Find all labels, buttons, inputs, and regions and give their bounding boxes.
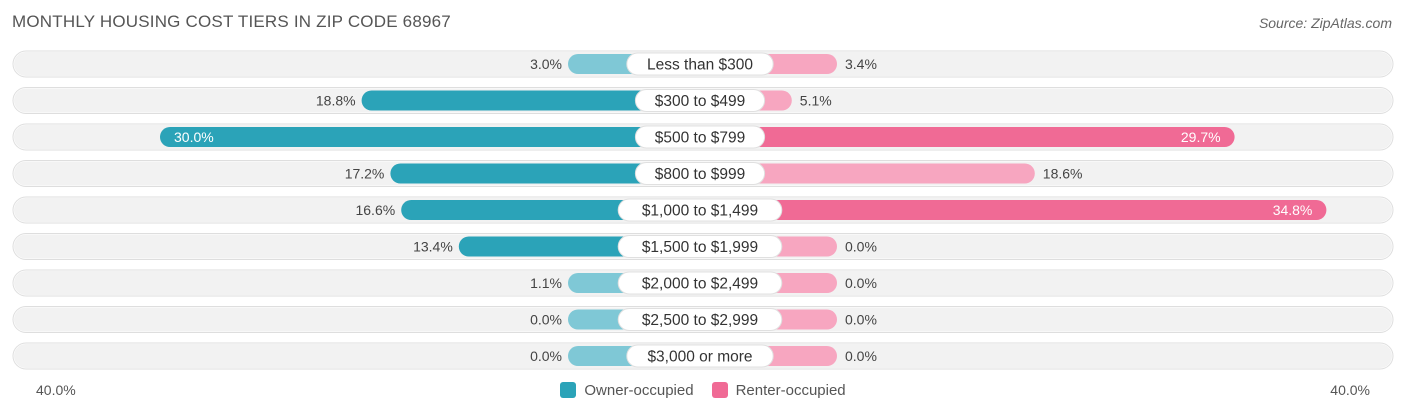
chart-title: MONTHLY HOUSING COST TIERS IN ZIP CODE 6… — [12, 12, 451, 31]
renter-value-label: 0.0% — [845, 312, 877, 328]
category-pill — [634, 89, 766, 112]
owner-value-label: 18.8% — [316, 93, 356, 109]
owner-value-label: 16.6% — [355, 202, 395, 218]
category-pill — [617, 198, 783, 222]
category-label: $3,000 or more — [647, 349, 752, 366]
source-note: Source: ZipAtlas.com — [1258, 15, 1392, 31]
legend-owner: Owner-occupied — [560, 381, 694, 399]
renter-value-label: 34.8% — [1273, 202, 1313, 218]
legend-owner-swatch — [560, 382, 577, 398]
category-pill — [626, 52, 774, 76]
chart-canvas: 3.0% 3.4% Less than $300 18.8% 5.1% $300 to $… — [12, 50, 1394, 370]
category-pill — [617, 271, 783, 295]
owner-value-label: 17.2% — [345, 166, 385, 182]
owner-value-label: 30.0% — [174, 129, 214, 145]
renter-value-label: 5.1% — [800, 93, 832, 109]
category-label: $500 to $799 — [655, 130, 746, 147]
owner-value-label: 0.0% — [530, 312, 562, 328]
renter-bar — [700, 200, 1327, 220]
category-label: $1,000 to $1,499 — [642, 203, 758, 220]
category-pill — [626, 344, 774, 368]
category-label: $2,500 to $2,999 — [642, 312, 758, 329]
legend-renter: Renter-occupied — [711, 381, 846, 399]
owner-value-label: 13.4% — [413, 239, 453, 255]
renter-bar — [700, 163, 1035, 184]
renter-value-label: 3.4% — [845, 56, 877, 72]
legend-renter-swatch — [711, 382, 728, 398]
legend: Owner-occupied Renter-occupied — [0, 380, 1406, 400]
category-label: $2,000 to $2,499 — [642, 276, 758, 293]
legend-owner-label: Owner-occupied — [584, 381, 694, 399]
category-label: $300 to $499 — [655, 93, 746, 110]
category-pill — [617, 308, 783, 331]
owner-bar — [361, 90, 700, 111]
renter-value-label: 0.0% — [845, 239, 877, 255]
owner-value-label: 3.0% — [530, 56, 562, 72]
category-label: $1,500 to $1,999 — [642, 239, 758, 256]
renter-value-label: 29.7% — [1181, 129, 1221, 145]
owner-bar — [160, 127, 700, 147]
category-label: $800 to $999 — [655, 166, 746, 183]
category-pill — [634, 125, 766, 149]
axis-right-label: 40.0% — [1330, 382, 1370, 398]
renter-bar — [700, 127, 1235, 147]
renter-value-label: 0.0% — [845, 275, 877, 291]
owner-bar — [390, 163, 700, 184]
category-label: Less than $300 — [647, 57, 753, 74]
category-pill — [617, 235, 783, 258]
renter-value-label: 18.6% — [1043, 166, 1083, 182]
owner-value-label: 1.1% — [530, 275, 562, 291]
category-pill — [634, 162, 766, 185]
legend-renter-label: Renter-occupied — [735, 381, 846, 399]
owner-value-label: 0.0% — [530, 348, 562, 364]
axis-left-label: 40.0% — [36, 382, 76, 398]
renter-value-label: 0.0% — [845, 348, 877, 364]
